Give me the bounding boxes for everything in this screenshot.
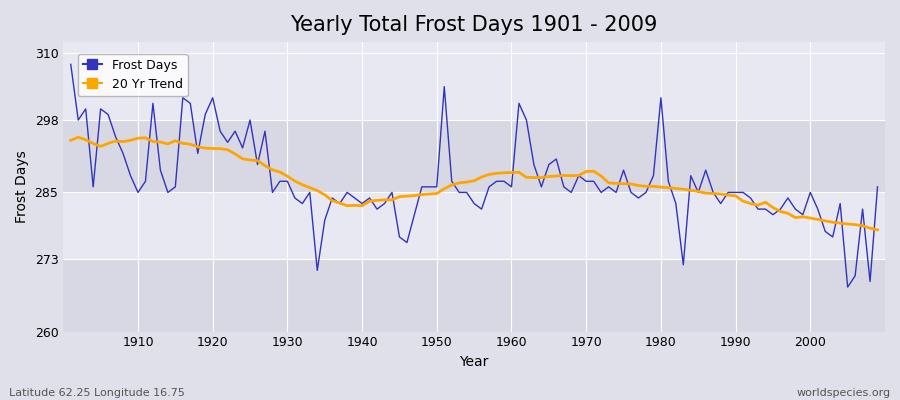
Title: Yearly Total Frost Days 1901 - 2009: Yearly Total Frost Days 1901 - 2009 xyxy=(291,15,658,35)
Bar xyxy=(63,259,885,332)
20 Yr Trend xyxy=(297,182,308,187)
Text: Latitude 62.25 Longitude 16.75: Latitude 62.25 Longitude 16.75 xyxy=(9,388,184,398)
Y-axis label: Frost Days: Frost Days xyxy=(15,150,29,223)
20 Yr Trend xyxy=(342,203,353,208)
20 Yr Trend xyxy=(73,135,84,140)
Legend: Frost Days, 20 Yr Trend: Frost Days, 20 Yr Trend xyxy=(77,54,187,96)
Frost Days xyxy=(290,196,301,200)
Frost Days xyxy=(125,173,136,178)
Text: worldspecies.org: worldspecies.org xyxy=(796,388,891,398)
20 Yr Trend xyxy=(603,180,614,185)
Bar xyxy=(63,120,885,192)
Bar xyxy=(63,192,885,259)
20 Yr Trend xyxy=(132,136,143,140)
Frost Days xyxy=(499,179,509,184)
Frost Days xyxy=(872,184,883,189)
Line: Frost Days: Frost Days xyxy=(71,64,878,287)
Frost Days xyxy=(842,285,853,290)
Frost Days xyxy=(596,190,607,195)
20 Yr Trend xyxy=(506,170,517,175)
X-axis label: Year: Year xyxy=(460,355,489,369)
Line: 20 Yr Trend: 20 Yr Trend xyxy=(71,137,878,230)
20 Yr Trend xyxy=(872,228,883,232)
20 Yr Trend xyxy=(514,170,525,175)
20 Yr Trend xyxy=(66,138,77,143)
Frost Days xyxy=(334,201,345,206)
Frost Days xyxy=(506,184,517,189)
Frost Days xyxy=(66,62,77,67)
Bar xyxy=(63,53,885,120)
